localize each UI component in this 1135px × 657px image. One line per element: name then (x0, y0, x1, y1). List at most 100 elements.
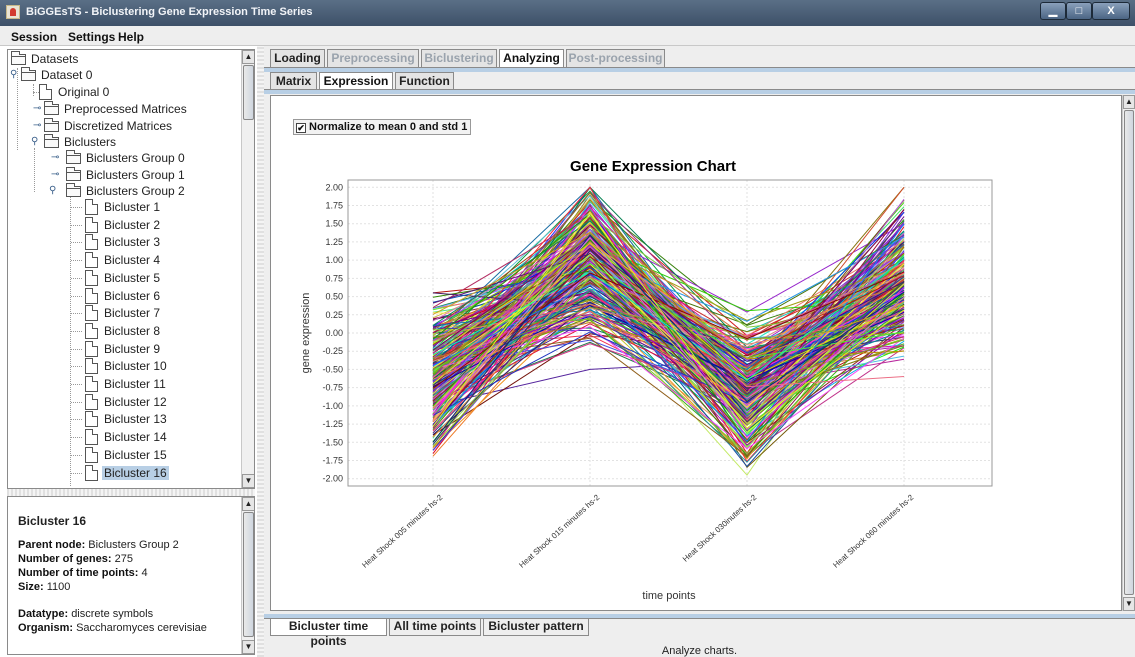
menu-bar: Session Settings Help (0, 26, 1135, 46)
tree-line (71, 454, 82, 456)
series-line (432, 213, 905, 443)
tree-line (71, 330, 82, 332)
panel-splitter[interactable] (7, 489, 255, 496)
tree-line (71, 419, 82, 421)
file-icon (85, 358, 98, 375)
y-tick-label: 1.50 (325, 219, 343, 229)
file-icon (85, 216, 98, 233)
scroll-up-arrow-icon[interactable]: ▲ (242, 497, 254, 511)
y-tick-label: 0.25 (325, 310, 343, 320)
folder-icon (11, 51, 26, 65)
tree-line (71, 277, 82, 279)
file-icon (85, 305, 98, 322)
x-tick-label: Heat Shock 030inutes hs-2 (681, 492, 759, 563)
tab-all-time-points[interactable]: All time points (389, 619, 481, 636)
tab-post-processing[interactable]: Post-processing (566, 49, 665, 67)
maximize-button[interactable]: □ (1066, 2, 1092, 20)
series-line (432, 241, 905, 423)
y-tick-label: -2.00 (322, 474, 343, 484)
y-tick-label: -0.50 (322, 364, 343, 374)
tab-biclustering[interactable]: Biclustering (421, 49, 497, 67)
folder-icon (21, 67, 36, 81)
x-axis-label: time points (642, 590, 696, 602)
subtab-strip (264, 89, 1135, 94)
tree-line (71, 242, 82, 244)
series-line (432, 256, 905, 398)
tab-bicluster-pattern[interactable]: Bicluster pattern (483, 619, 589, 636)
series-line (432, 239, 905, 412)
y-tick-label: -1.50 (322, 437, 343, 447)
tree-line (71, 437, 82, 439)
tree-line (34, 148, 35, 192)
subtab-function[interactable]: Function (395, 72, 454, 90)
tree-line (71, 384, 82, 385)
minimize-button[interactable]: ▁ (1040, 2, 1066, 20)
collapsed-handle-icon[interactable]: ⊸ (51, 169, 60, 180)
scroll-down-arrow-icon[interactable]: ▼ (242, 640, 254, 654)
scroll-down-arrow-icon[interactable]: ▼ (1123, 597, 1135, 611)
dataset-tree[interactable]: Datasets ⚲ Dataset 0 Original 0 ⊸ Prepro… (7, 49, 255, 489)
scroll-up-arrow-icon[interactable]: ▲ (1123, 95, 1135, 109)
app-icon (6, 5, 20, 19)
expanded-handle-icon[interactable]: ⚲ (31, 136, 39, 147)
tree-line (71, 295, 82, 297)
expression-panel: ✔ Normalize to mean 0 and std 1 Gene Expr… (270, 95, 1122, 611)
tree-line (17, 68, 18, 150)
scroll-down-arrow-icon[interactable]: ▼ (242, 474, 254, 488)
tree-line (71, 401, 82, 403)
y-tick-label: 0.50 (325, 292, 343, 302)
series-line (432, 292, 905, 463)
tree-line (33, 84, 34, 96)
series-line (432, 263, 905, 372)
expanded-handle-icon[interactable]: ⚲ (49, 185, 57, 196)
collapsed-handle-icon[interactable]: ⊸ (33, 103, 42, 114)
scroll-thumb[interactable] (243, 65, 254, 120)
x-tick-label: Heat Shock 005 minutes hs-2 (360, 492, 444, 569)
menu-settings[interactable]: Settings (68, 30, 116, 44)
file-icon (85, 429, 98, 446)
series-line (432, 258, 905, 381)
file-icon (85, 252, 98, 269)
normalize-checkbox[interactable]: ✔ Normalize to mean 0 and std 1 (293, 119, 472, 135)
tab-analyzing[interactable]: Analyzing (499, 49, 564, 67)
y-tick-label: 1.00 (325, 255, 343, 265)
tree-scrollbar[interactable]: ▲ ▼ (241, 50, 254, 488)
tree-line (71, 260, 82, 262)
bicluster-info-panel: Bicluster 16 Parent node: Biclusters Gro… (7, 496, 255, 655)
info-size: Size: 1100 (18, 581, 71, 593)
info-timepoints: Number of time points: 4 (18, 567, 148, 579)
info-parent: Parent node: Biclusters Group 2 (18, 539, 179, 551)
y-tick-label: 0.75 (325, 273, 343, 283)
tree-line (71, 472, 82, 474)
tab-bicluster-time-points[interactable]: Bicluster time points (270, 619, 387, 648)
y-tick-label: -1.00 (322, 401, 343, 411)
tree-line (71, 348, 82, 350)
content-scrollbar[interactable]: ▲ ▼ (1122, 95, 1135, 611)
y-tick-label: 1.25 (325, 237, 343, 247)
scroll-up-arrow-icon[interactable]: ▲ (242, 50, 254, 64)
file-icon (85, 322, 98, 339)
subtab-expression[interactable]: Expression (319, 72, 393, 90)
collapsed-handle-icon[interactable]: ⊸ (51, 152, 60, 163)
tab-preprocessing[interactable]: Preprocessing (327, 49, 419, 67)
y-tick-label: -1.75 (322, 456, 343, 466)
chart-series (432, 186, 905, 476)
tree-line (33, 92, 43, 93)
info-scrollbar[interactable]: ▲ ▼ (241, 497, 254, 654)
close-button[interactable]: X (1092, 2, 1130, 20)
gene-expression-chart: Gene Expression Chart 2.00 1.75 1.50 1.25 1.… (300, 158, 993, 602)
menu-help[interactable]: Help (118, 30, 145, 44)
scroll-thumb[interactable] (243, 512, 254, 637)
bottom-tab-strip (264, 614, 1135, 619)
scroll-thumb[interactable] (1124, 110, 1134, 595)
main-splitter[interactable] (257, 46, 264, 657)
checkmark-icon[interactable]: ✔ (296, 123, 306, 133)
tab-loading[interactable]: Loading (270, 49, 325, 67)
subtab-matrix[interactable]: Matrix (270, 72, 317, 90)
status-bar: Analyze charts. (661, 645, 738, 657)
menu-session[interactable]: Session (11, 30, 58, 44)
expanded-handle-icon[interactable]: ⚲ (10, 69, 18, 80)
series-line (432, 263, 905, 408)
collapsed-handle-icon[interactable]: ⊸ (33, 120, 42, 131)
series-line (432, 236, 905, 427)
